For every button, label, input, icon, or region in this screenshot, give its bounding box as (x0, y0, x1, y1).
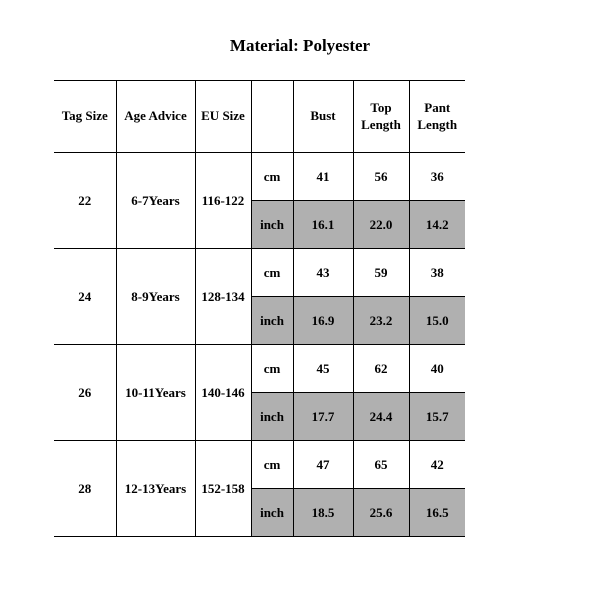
cell-top-length: 59 (353, 249, 409, 297)
page-title: Material: Polyester (0, 0, 600, 80)
table-row: 22 6-7Years 116-122 cm 41 56 36 (54, 153, 465, 201)
col-unit (251, 81, 293, 153)
cell-bust: 45 (293, 345, 353, 393)
cell-bust: 18.5 (293, 489, 353, 537)
cell-top-length: 25.6 (353, 489, 409, 537)
cell-unit-inch: inch (251, 489, 293, 537)
cell-tag-size: 22 (54, 153, 116, 249)
cell-bust: 17.7 (293, 393, 353, 441)
cell-pant-length: 16.5 (409, 489, 465, 537)
cell-unit-inch: inch (251, 201, 293, 249)
cell-tag-size: 28 (54, 441, 116, 537)
col-eu-size: EU Size (195, 81, 251, 153)
cell-age-advice: 12-13Years (116, 441, 195, 537)
cell-unit-cm: cm (251, 153, 293, 201)
cell-unit-cm: cm (251, 345, 293, 393)
cell-eu-size: 140-146 (195, 345, 251, 441)
cell-top-length: 62 (353, 345, 409, 393)
table-row: 26 10-11Years 140-146 cm 45 62 40 (54, 345, 465, 393)
header-row: Tag Size Age Advice EU Size Bust Top Len… (54, 81, 465, 153)
cell-top-length: 22.0 (353, 201, 409, 249)
cell-bust: 16.9 (293, 297, 353, 345)
col-bust: Bust (293, 81, 353, 153)
cell-eu-size: 128-134 (195, 249, 251, 345)
cell-unit-cm: cm (251, 249, 293, 297)
cell-unit-cm: cm (251, 441, 293, 489)
cell-top-length: 65 (353, 441, 409, 489)
cell-pant-length: 40 (409, 345, 465, 393)
cell-bust: 43 (293, 249, 353, 297)
cell-age-advice: 8-9Years (116, 249, 195, 345)
cell-bust: 47 (293, 441, 353, 489)
cell-eu-size: 116-122 (195, 153, 251, 249)
cell-pant-length: 42 (409, 441, 465, 489)
cell-pant-length: 14.2 (409, 201, 465, 249)
table-row: 28 12-13Years 152-158 cm 47 65 42 (54, 441, 465, 489)
cell-pant-length: 15.0 (409, 297, 465, 345)
col-age-advice: Age Advice (116, 81, 195, 153)
cell-bust: 41 (293, 153, 353, 201)
cell-tag-size: 24 (54, 249, 116, 345)
cell-eu-size: 152-158 (195, 441, 251, 537)
cell-unit-inch: inch (251, 393, 293, 441)
cell-top-length: 24.4 (353, 393, 409, 441)
cell-pant-length: 38 (409, 249, 465, 297)
size-chart-wrapper: Tag Size Age Advice EU Size Bust Top Len… (0, 80, 600, 537)
table-row: 24 8-9Years 128-134 cm 43 59 38 (54, 249, 465, 297)
cell-age-advice: 6-7Years (116, 153, 195, 249)
col-pant-length: Pant Length (409, 81, 465, 153)
col-top-length: Top Length (353, 81, 409, 153)
cell-pant-length: 36 (409, 153, 465, 201)
size-chart-table: Tag Size Age Advice EU Size Bust Top Len… (54, 80, 465, 537)
cell-top-length: 23.2 (353, 297, 409, 345)
cell-top-length: 56 (353, 153, 409, 201)
cell-bust: 16.1 (293, 201, 353, 249)
cell-tag-size: 26 (54, 345, 116, 441)
cell-age-advice: 10-11Years (116, 345, 195, 441)
col-tag-size: Tag Size (54, 81, 116, 153)
cell-pant-length: 15.7 (409, 393, 465, 441)
cell-unit-inch: inch (251, 297, 293, 345)
